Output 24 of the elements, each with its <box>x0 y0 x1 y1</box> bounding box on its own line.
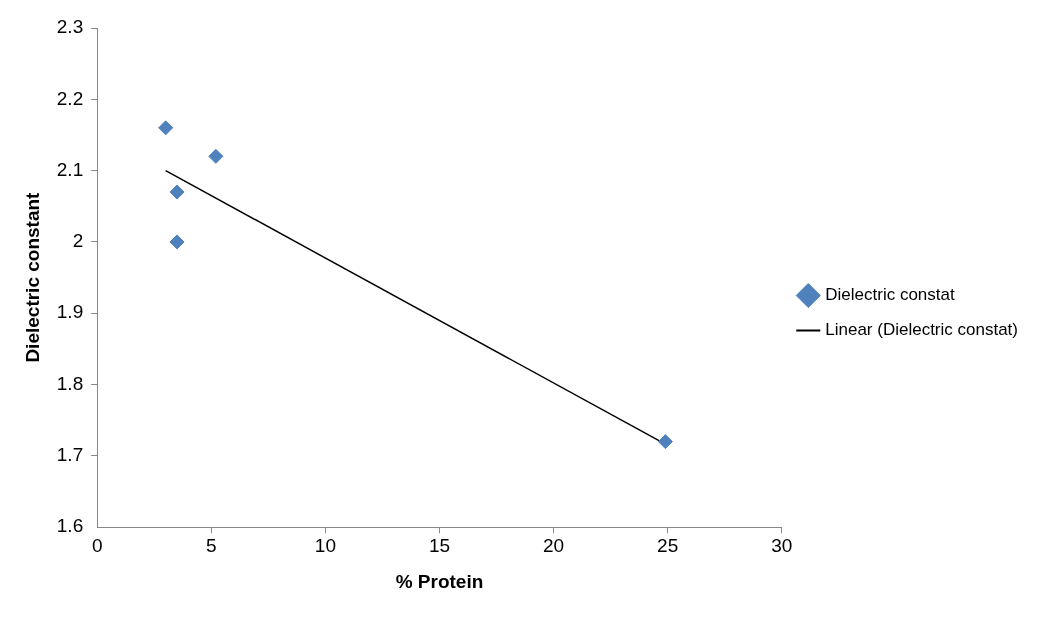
x-tick-label: 20 <box>543 534 565 556</box>
legend-label: Dielectric constat <box>825 285 955 305</box>
y-tick-label: 1.8 <box>56 372 84 394</box>
x-tick-label: 15 <box>428 534 451 556</box>
y-tick-label: 2.2 <box>56 87 84 109</box>
x-tick-label: 0 <box>91 534 103 556</box>
point <box>169 234 185 250</box>
x-axis-title: % Protein <box>395 570 484 592</box>
x-tick-label: 10 <box>314 534 336 556</box>
point <box>158 120 174 136</box>
y-tick-label: 1.9 <box>56 301 84 323</box>
y-tick-label: 2 <box>72 230 84 252</box>
y-tick-label: 2.3 <box>56 16 84 38</box>
point <box>208 148 224 164</box>
y-tick-label: 2.1 <box>56 158 84 180</box>
legend-label: Linear (Dielectric constat) <box>825 320 1019 340</box>
x-tick-label: 30 <box>771 534 793 556</box>
point <box>169 184 185 200</box>
y-tick-label: 1.7 <box>56 444 84 466</box>
x-tick-label: 5 <box>206 534 217 556</box>
point <box>657 434 673 450</box>
y-tick-label: 1.6 <box>56 515 84 537</box>
x-tick-label: 25 <box>657 534 679 556</box>
y-axis-title: Dielectric constant <box>21 191 43 363</box>
